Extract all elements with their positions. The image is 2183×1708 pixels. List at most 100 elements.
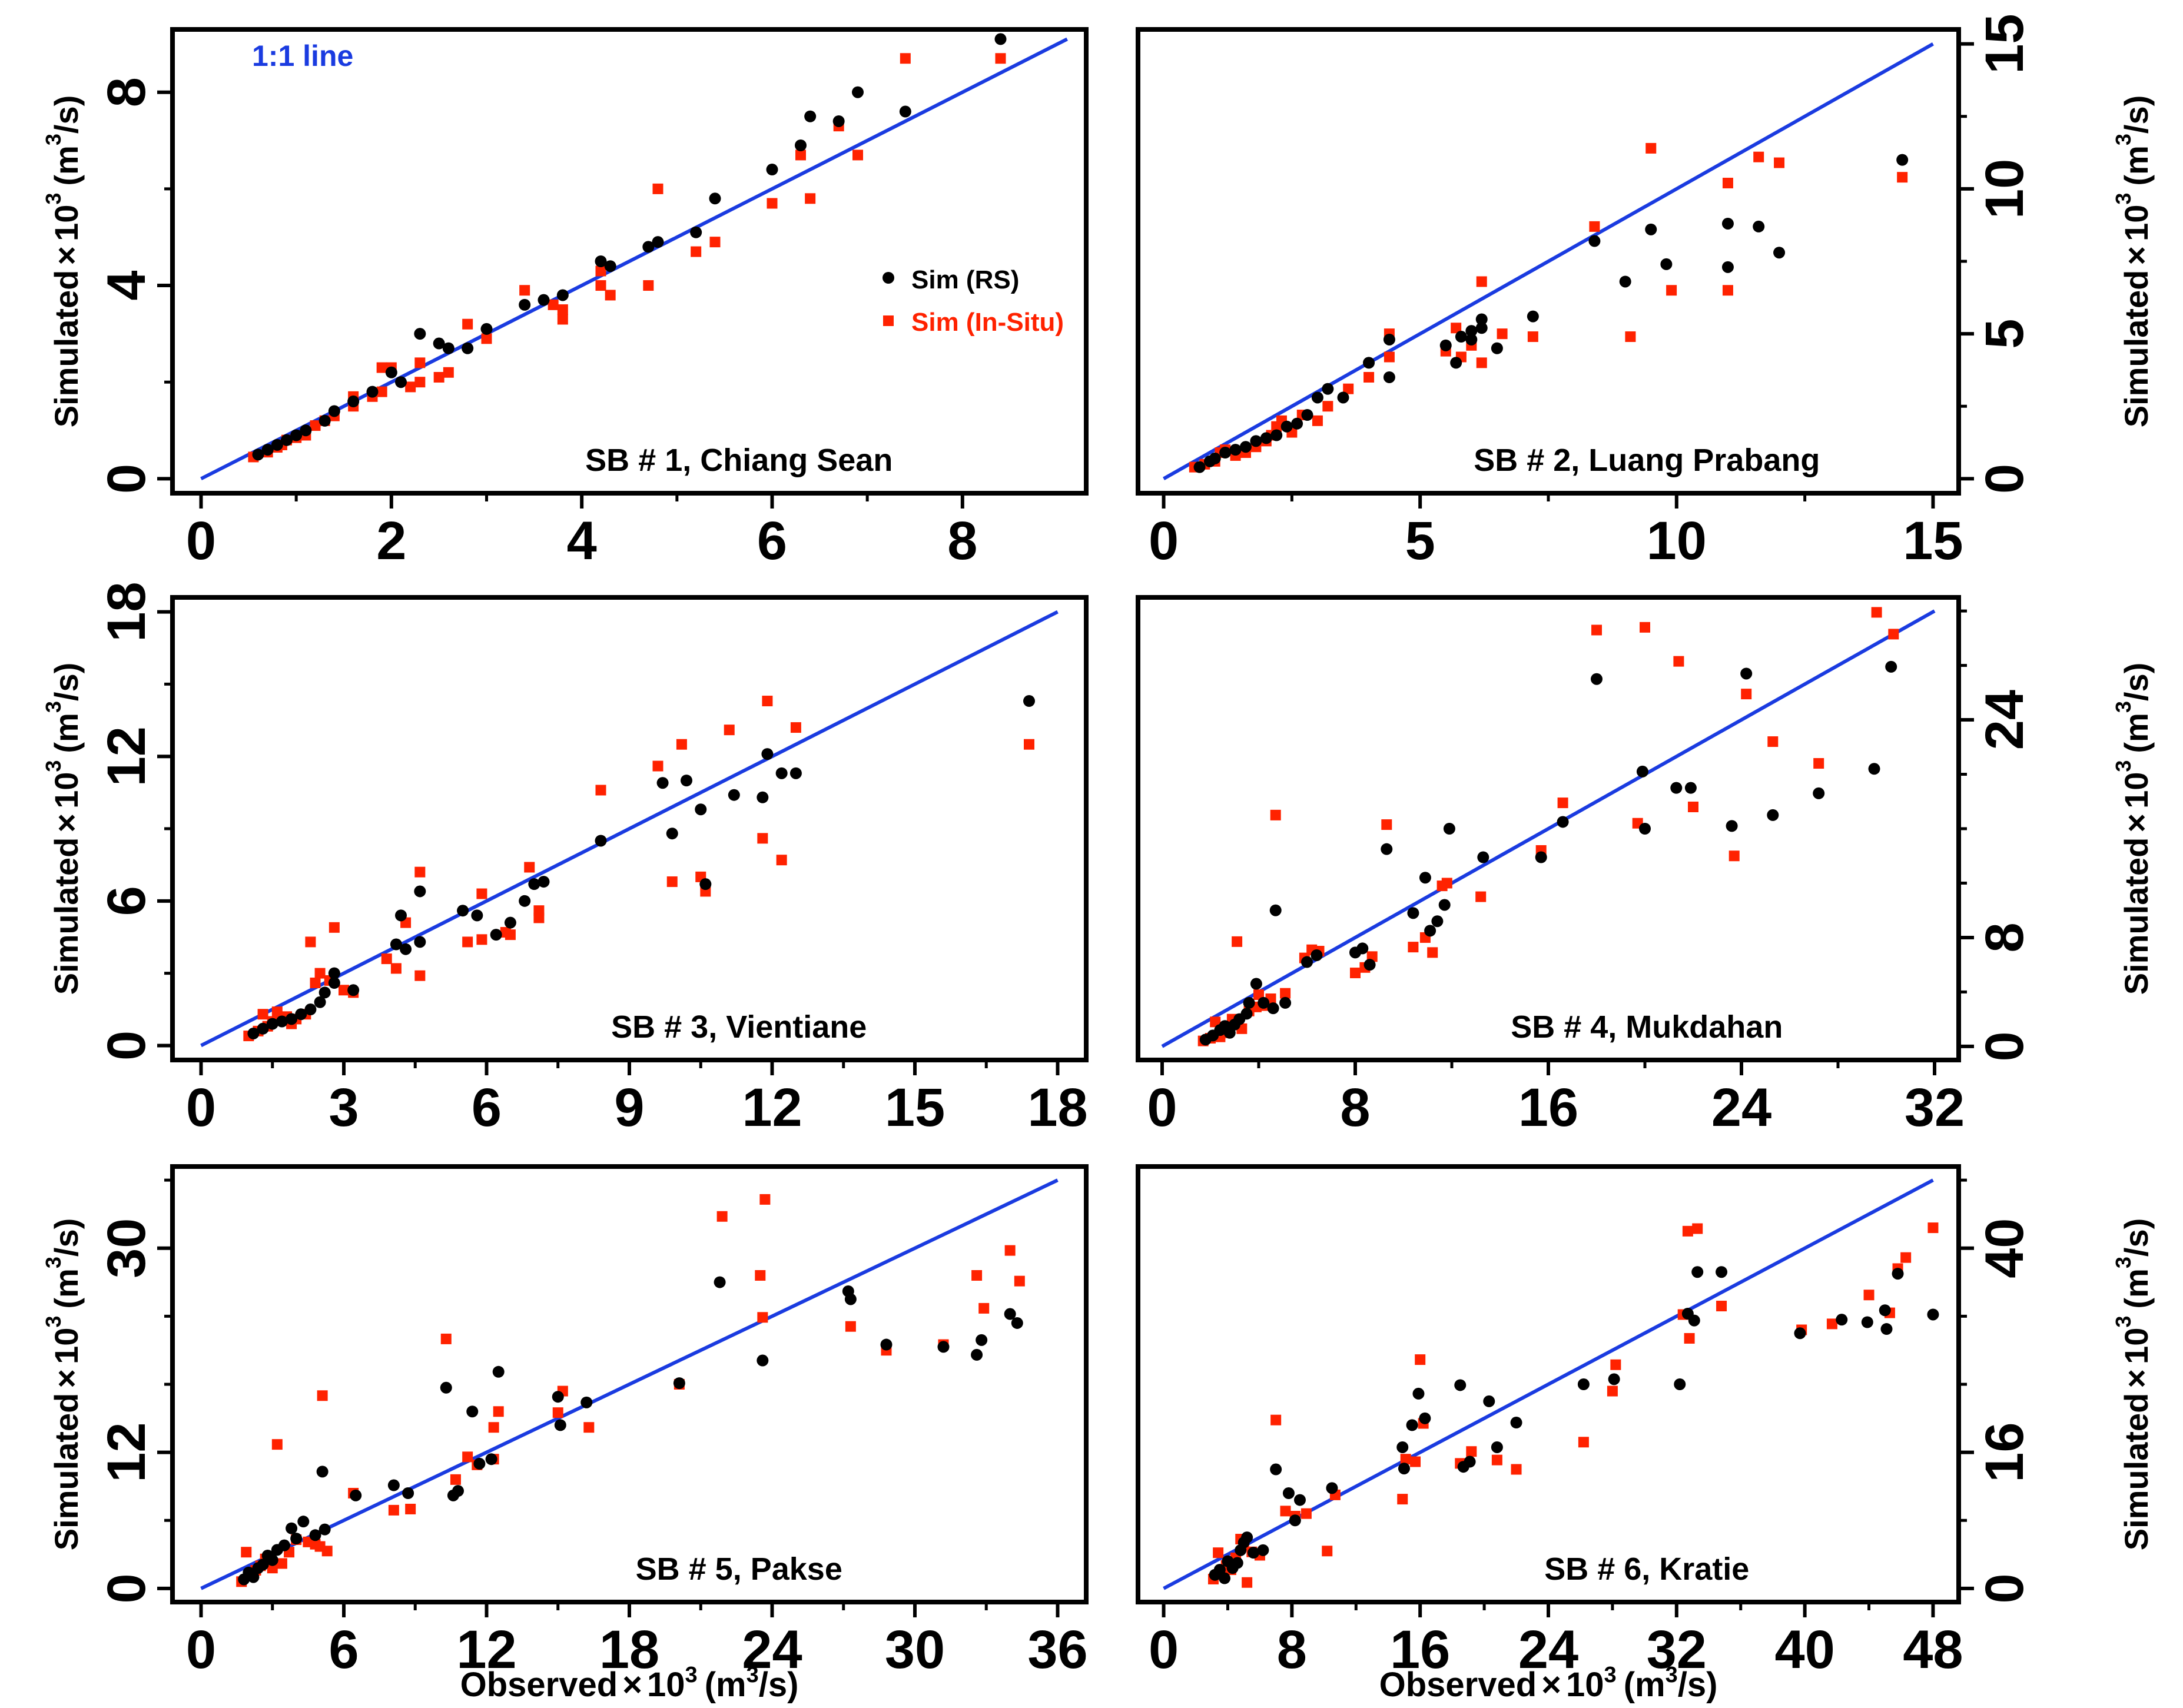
data-point-rs	[1293, 1494, 1306, 1506]
data-point-rs	[1282, 1487, 1295, 1499]
data-point-rs	[304, 1003, 317, 1016]
data-point-rs	[1239, 441, 1252, 453]
data-point-insitu	[595, 280, 606, 291]
data-point-insitu	[1610, 1359, 1621, 1370]
data-point-rs	[1880, 1323, 1893, 1335]
x-tick-label: 30	[885, 1620, 945, 1680]
data-point-insitu	[1491, 1454, 1502, 1466]
legend-rs-label: Sim (RS)	[911, 265, 1019, 294]
data-point-insitu	[1475, 891, 1487, 902]
x-tick-label: 6	[757, 511, 787, 571]
data-point-insitu	[388, 1504, 399, 1516]
x-tick-label: 18	[599, 1620, 659, 1680]
data-point-rs	[1450, 357, 1462, 369]
data-point-insitu	[271, 1439, 283, 1450]
data-point-rs	[466, 1405, 479, 1418]
data-point-insitu	[488, 1422, 499, 1433]
x-tick-label: 6	[472, 1078, 502, 1138]
data-point-rs	[1688, 1314, 1700, 1327]
data-point-rs	[538, 876, 550, 888]
data-point-rs	[347, 984, 360, 996]
data-point-insitu	[462, 1451, 473, 1463]
data-point-rs	[300, 424, 312, 437]
data-point-insitu	[1384, 351, 1395, 363]
data-point-insitu	[1280, 1506, 1291, 1517]
data-point-rs	[1431, 915, 1444, 928]
data-point-insitu	[1004, 1245, 1016, 1256]
data-point-insitu	[267, 1563, 278, 1574]
x-tick-label: 0	[1149, 511, 1179, 571]
data-point-rs	[1289, 1514, 1301, 1527]
data-point-insitu	[257, 1009, 268, 1020]
data-point-insitu	[1410, 1456, 1421, 1467]
data-point-rs	[1396, 1441, 1409, 1453]
data-point-rs	[899, 105, 911, 118]
data-point-rs	[1270, 1463, 1282, 1476]
y-axis-label-word: Simulated	[48, 838, 85, 995]
data-point-insitu	[1682, 1225, 1693, 1237]
data-point-rs	[652, 236, 664, 248]
y-tick-label: 0	[97, 1031, 157, 1061]
data-point-rs	[286, 1013, 298, 1025]
data-point-rs	[1383, 333, 1395, 345]
data-point-rs	[681, 775, 692, 787]
data-point-insitu	[1729, 850, 1740, 862]
data-point-rs	[387, 1479, 400, 1491]
data-point-rs	[1721, 261, 1734, 273]
x-axis-label-word: Observed	[1379, 1666, 1537, 1704]
data-point-insitu	[716, 1211, 728, 1222]
data-point-insitu	[271, 1006, 283, 1018]
data-point-insitu	[462, 318, 473, 330]
data-point-rs	[1773, 247, 1786, 259]
data-point-insitu	[790, 722, 801, 733]
data-point-rs	[1868, 763, 1880, 775]
data-point-insitu	[583, 1422, 595, 1433]
data-point-rs	[552, 1391, 564, 1403]
data-point-rs	[295, 1008, 307, 1021]
data-point-rs	[656, 777, 669, 789]
x-tick-label: 16	[1518, 1078, 1578, 1138]
y-axis-label-times: ×	[48, 1369, 85, 1388]
x-tick-label: 3	[329, 1078, 359, 1138]
data-point-rs	[528, 878, 540, 890]
data-point-insitu	[971, 1270, 983, 1281]
data-point-insitu	[1242, 1577, 1253, 1588]
data-point-rs	[1023, 695, 1035, 707]
data-point-rs	[1740, 667, 1753, 680]
data-point-rs	[1383, 371, 1395, 383]
data-point-insitu	[241, 1547, 252, 1558]
legend-rs-marker	[883, 272, 894, 284]
data-point-rs	[1670, 782, 1683, 794]
data-point-rs	[266, 1554, 278, 1566]
data-point-rs	[442, 342, 454, 354]
data-point-rs	[1257, 1544, 1269, 1556]
data-point-rs	[1896, 154, 1909, 166]
data-point-rs	[690, 226, 702, 238]
data-point-rs	[271, 438, 283, 451]
data-point-rs	[1491, 1441, 1503, 1453]
data-point-rs	[309, 1529, 321, 1541]
data-point-rs	[1477, 851, 1489, 863]
data-point-insitu	[1343, 383, 1354, 394]
chart-panel-5: 0 6 12 18 24 30 3601230Simulated×103(m3/s)Obse…	[41, 1164, 1089, 1704]
data-point-insitu	[1753, 151, 1764, 162]
data-point-insitu	[1688, 802, 1698, 813]
data-point-rs	[1398, 1463, 1410, 1475]
data-point-rs	[1270, 429, 1283, 441]
data-point-insitu	[643, 280, 654, 291]
data-point-insitu	[1300, 1508, 1312, 1519]
data-point-insitu	[1897, 172, 1908, 183]
data-point-rs	[604, 260, 616, 273]
data-point-insitu	[709, 237, 721, 248]
data-point-rs	[414, 885, 426, 898]
data-point-insitu	[1927, 1222, 1939, 1234]
data-point-insitu	[524, 862, 535, 873]
data-point-insitu	[900, 53, 911, 64]
data-point-rs	[699, 878, 712, 890]
data-point-rs	[1412, 1387, 1425, 1400]
data-point-insitu	[652, 183, 663, 194]
x-tick-label: 32	[1905, 1078, 1965, 1138]
data-point-rs	[1337, 391, 1349, 404]
x-axis-label-unit: (m	[1624, 1666, 1666, 1704]
data-point-rs	[485, 1453, 497, 1466]
